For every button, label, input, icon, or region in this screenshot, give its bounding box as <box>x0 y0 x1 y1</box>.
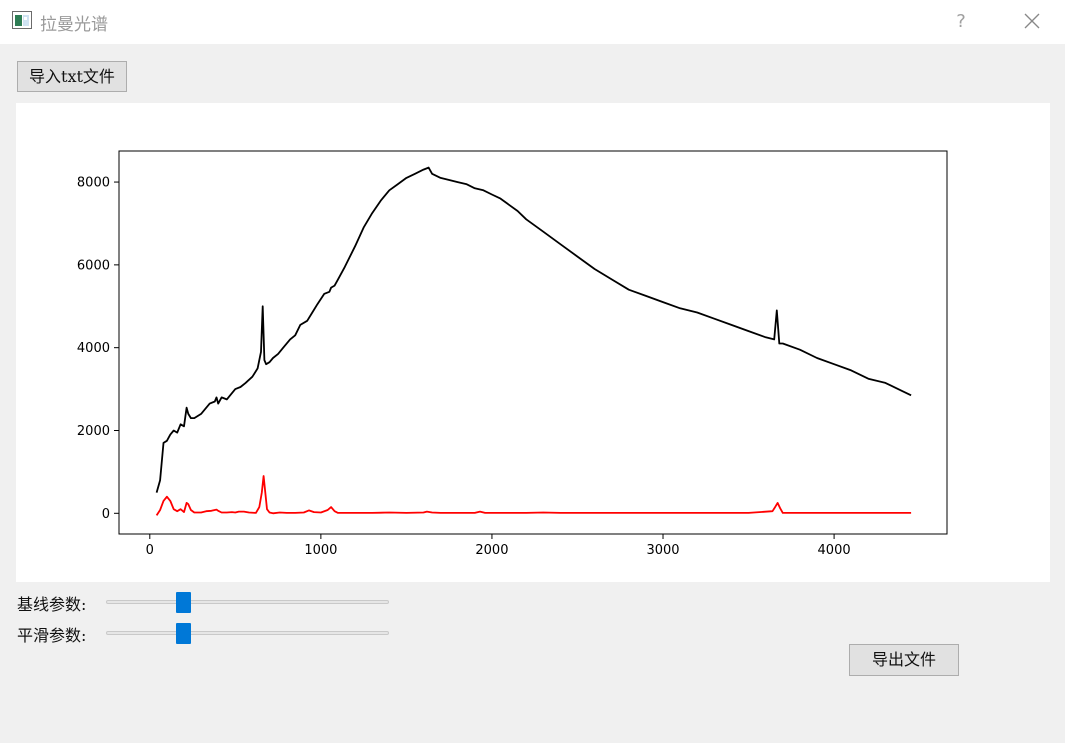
baseline-slider-track[interactable] <box>106 600 389 604</box>
series-line-0 <box>155 166 912 493</box>
plot-frame <box>118 150 948 535</box>
smoothing-slider-handle[interactable] <box>175 623 191 644</box>
app-icon <box>12 11 32 29</box>
import-txt-button[interactable]: 导入txt文件 <box>17 61 127 92</box>
close-icon <box>1024 13 1040 29</box>
y-tick-label: 6000 <box>77 258 110 273</box>
spectrum-chart: 0 1000 2000 3000 4000 0 2000 4000 6000 8000 <box>77 150 948 558</box>
series-line-1 <box>155 475 912 516</box>
plot-panel: 0 1000 2000 3000 4000 0 2000 4000 6000 8000 <box>16 103 1050 582</box>
export-file-button[interactable]: 导出文件 <box>849 644 959 676</box>
baseline-slider-handle[interactable] <box>175 592 191 613</box>
x-tick-label: 1000 <box>304 543 337 558</box>
title-bar: 拉曼光谱 ? <box>0 0 1065 44</box>
baseline-param-label: 基线参数: <box>17 595 87 614</box>
close-button[interactable] <box>1018 8 1046 36</box>
window-title: 拉曼光谱 <box>40 15 108 35</box>
x-tick-label: 0 <box>146 543 154 558</box>
y-tick-label: 2000 <box>77 424 110 439</box>
help-button[interactable]: ? <box>956 11 966 32</box>
x-tick-label: 4000 <box>818 543 851 558</box>
x-tick-label: 2000 <box>475 543 508 558</box>
y-tick-label: 8000 <box>77 176 110 191</box>
y-tick-label: 4000 <box>77 341 110 356</box>
smoothing-slider-track[interactable] <box>106 631 389 635</box>
smoothing-param-label: 平滑参数: <box>17 626 87 645</box>
y-tick-label: 0 <box>102 507 110 522</box>
x-tick-label: 3000 <box>646 543 679 558</box>
